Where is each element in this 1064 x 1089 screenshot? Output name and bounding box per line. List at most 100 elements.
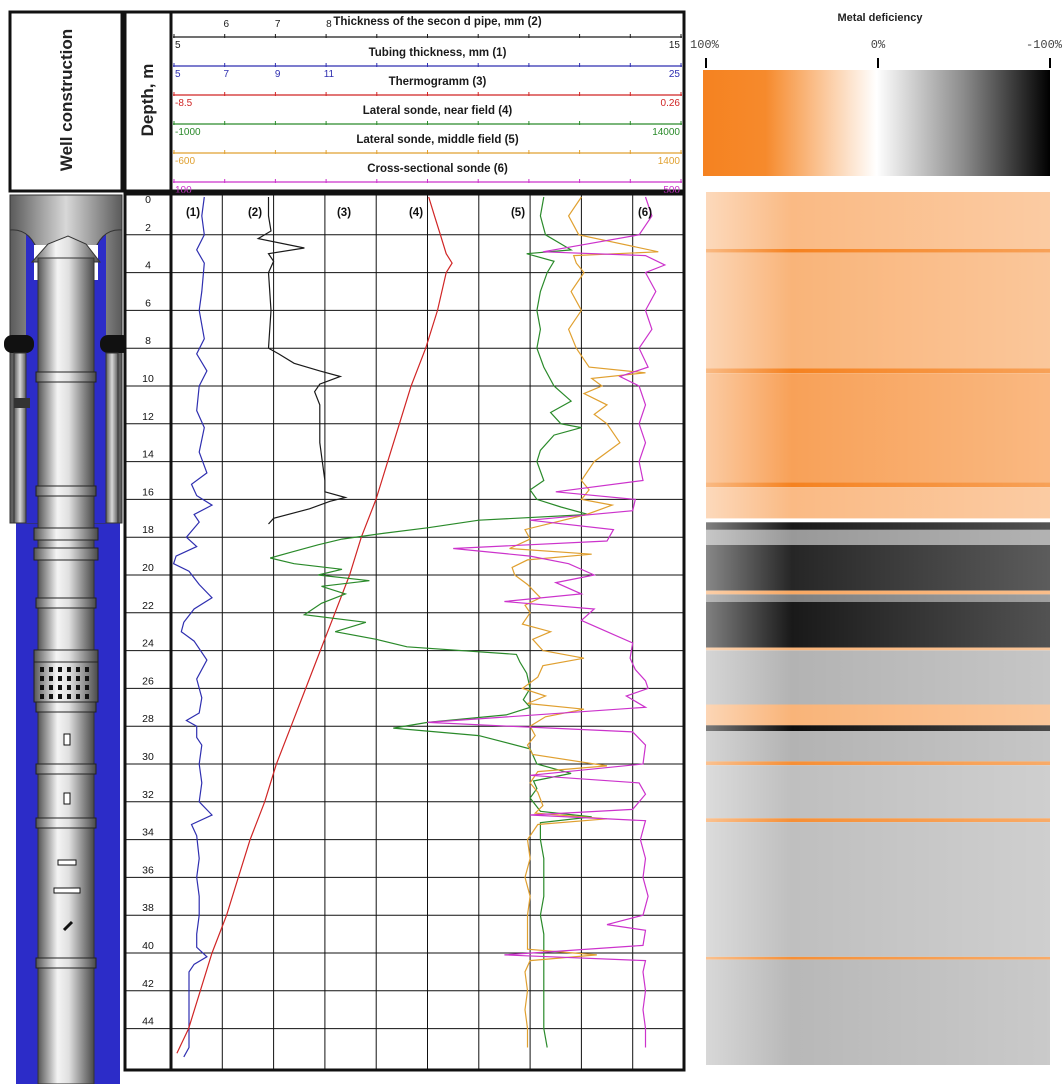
perforation-hole [49,685,53,690]
curve-tag-c1: (1) [186,207,200,219]
perforation-hole [85,667,89,672]
side-pipe-right [105,352,119,524]
perforation-hole [58,667,62,672]
slot-4 [53,887,81,894]
header-max-c1: 25 [669,69,681,80]
md-map-fade [706,192,1050,1066]
header-tick-label-c1: 9 [275,69,281,80]
curve-header-rows: Thickness of the secon d pipe, mm (2) 5 15… [173,16,682,196]
header-tick-label-c2: 7 [275,19,281,30]
curve-c5 [509,196,659,1048]
packer-left [4,335,34,353]
perforation-hole [76,667,80,672]
header-title-c6: Cross-sectional sonde (6) [367,163,508,175]
perforation-hole [67,694,71,699]
curve-tag-c3: (3) [337,207,351,219]
header-max-c5: 1400 [658,156,681,167]
slot-5 [62,920,74,932]
perforation-hole [67,667,71,672]
depth-tick-10: 10 [142,373,154,385]
metal-deficiency-title: Metal deficiency [838,12,924,24]
perforation-hole [76,685,80,690]
perforation-hole [49,694,53,699]
perforation-hole [49,676,53,681]
md-color-scale [703,70,1050,176]
coupling-2 [35,485,97,497]
header-max-c3: 0.26 [661,98,681,109]
perforation-hole [58,676,62,681]
curve-c1 [172,196,214,1058]
perforation-hole [76,694,80,699]
header-max-c2: 15 [669,40,681,51]
curve-tag-c4: (4) [409,207,423,219]
depth-tick-18: 18 [142,524,154,536]
depth-tick-22: 22 [142,600,154,612]
slot-2 [63,792,71,805]
coupling-1 [35,371,97,383]
perforation-hole [40,667,44,672]
depth-tick-36: 36 [142,864,154,876]
curve-header-panel [169,10,686,193]
depth-tick-40: 40 [142,940,154,952]
slot-1 [63,733,71,746]
curve-tag-c2: (2) [248,207,262,219]
depth-tick-28: 28 [142,713,154,725]
depth-tick-labels: 0246810121416182022242628303234363840424… [142,194,154,1028]
curve-c6 [427,196,667,1048]
perforation-hole [58,694,62,699]
log-grid [125,194,684,1070]
perforation-hole [76,676,80,681]
depth-tick-34: 34 [142,827,154,839]
depth-tick-42: 42 [142,978,154,990]
header-tick-label-c1: 11 [324,69,335,80]
depth-tick-44: 44 [142,1016,154,1028]
construction-label: Well construction [57,29,76,171]
header-tick-label-c2: 6 [224,19,230,30]
side-pipe [13,352,27,524]
depth-tick-0: 0 [145,194,151,206]
md-scale-label-0: 100% [690,38,720,52]
coupling-3 [33,527,99,541]
coupling-6 [33,649,99,663]
depth-tick-38: 38 [142,902,154,914]
depth-tick-16: 16 [142,486,154,498]
perforation-hole [40,694,44,699]
curve-tag-c5: (5) [511,207,525,219]
curve-tag-c6: (6) [638,207,652,219]
curve-c4 [270,196,592,1048]
header-min-c3: -8.5 [175,98,193,109]
depth-header-box [123,10,173,193]
depth-tick-32: 32 [142,789,154,801]
depth-tick-4: 4 [145,260,151,272]
depth-tick-2: 2 [145,222,151,234]
depth-track-box [123,192,173,1072]
depth-tick-6: 6 [145,297,151,309]
construction-header-box [8,10,124,193]
well-construction-drawing [4,194,130,1085]
coupling-4 [33,547,99,561]
header-max-c4: 14000 [652,127,680,138]
coupling-7 [35,701,97,713]
perforation-hole [67,685,71,690]
perforation-hole [67,676,71,681]
depth-tick-8: 8 [145,335,151,347]
filter-perforations [40,667,89,699]
md-scale-label-1: 0% [871,38,886,52]
header-min-c6: 100 [175,185,192,196]
header-max-c6: 500 [663,185,680,196]
curve-tags: (2) (1) (3) (4) (5) (6) [186,207,652,219]
coupling-9 [35,817,97,829]
header-min-c1: 5 [175,69,181,80]
curve-c3 [176,196,453,1054]
header-min-c5: -600 [175,156,195,167]
header-min-c4: -1000 [175,127,201,138]
log-curves [172,196,667,1058]
depth-axis-label: Depth, m [138,64,157,137]
header-tick-label-c2: 8 [326,19,332,30]
perforation-hole [85,694,89,699]
perforation-hole [85,676,89,681]
header-title-c3: Thermogramm (3) [389,76,487,88]
depth-tick-26: 26 [142,675,154,687]
perforation-hole [40,676,44,681]
